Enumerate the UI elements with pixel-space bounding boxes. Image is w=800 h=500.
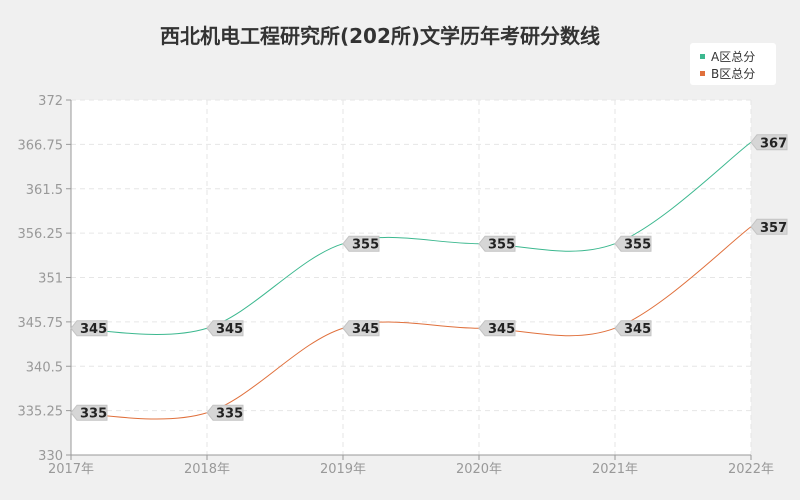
data-label-tag (206, 320, 244, 337)
data-label-tag (614, 235, 652, 252)
y-tick-label: 351 (38, 272, 63, 287)
data-label-tag (342, 320, 380, 337)
x-tick-label: 2019年 (320, 462, 366, 477)
plot-area (71, 100, 751, 455)
legend-swatch-b (700, 71, 705, 76)
series-line-a[interactable] (70, 141, 752, 335)
legend-swatch-a (700, 54, 705, 59)
data-label-tag (478, 320, 516, 337)
data-label: 345 (488, 322, 515, 337)
data-label: 355 (488, 238, 515, 253)
legend-label-a: A区总分 (711, 50, 756, 64)
data-label: 335 (216, 407, 243, 422)
chart-title: 西北机电工程研究所(202所)文学历年考研分数线 (159, 24, 601, 48)
data-label: 355 (624, 238, 651, 253)
y-tick-label: 361.5 (26, 183, 63, 198)
y-tick-label: 366.75 (18, 138, 64, 153)
data-label: 345 (216, 322, 243, 337)
x-tick-label: 2020年 (456, 462, 502, 477)
data-label-tag (70, 404, 108, 421)
legend-label-b: B区总分 (711, 67, 756, 81)
y-tick-label: 330 (38, 449, 63, 464)
data-label: 345 (80, 322, 107, 337)
data-label: 355 (352, 238, 379, 253)
data-label-tag (478, 235, 516, 252)
data-label-tag (342, 235, 380, 252)
data-label: 345 (352, 322, 379, 337)
x-tick-label: 2018年 (184, 462, 230, 477)
y-tick-label: 372 (38, 94, 63, 109)
x-tick-label: 2022年 (728, 462, 774, 477)
y-tick-label: 356.25 (18, 227, 64, 242)
y-tick-label: 340.5 (26, 360, 63, 375)
y-tick-label: 345.75 (18, 316, 64, 331)
y-tick-label: 335.25 (18, 405, 64, 420)
x-tick-label: 2017年 (48, 462, 94, 477)
series-line-b[interactable] (70, 226, 752, 420)
legend-item-b[interactable]: B区总分 (700, 65, 755, 81)
data-label-tag (614, 320, 652, 337)
data-label: 357 (760, 221, 787, 236)
data-label-tag (750, 218, 788, 235)
legend-item-a[interactable]: A区总分 (700, 48, 755, 64)
data-label-tag (750, 134, 788, 151)
data-label-tag (206, 404, 244, 421)
data-label: 335 (80, 407, 107, 422)
data-label: 345 (624, 322, 651, 337)
data-label: 367 (760, 136, 787, 151)
legend[interactable]: A区总分 B区总分 (690, 43, 776, 85)
x-tick-label: 2021年 (592, 462, 638, 477)
data-label-tag (70, 320, 108, 337)
